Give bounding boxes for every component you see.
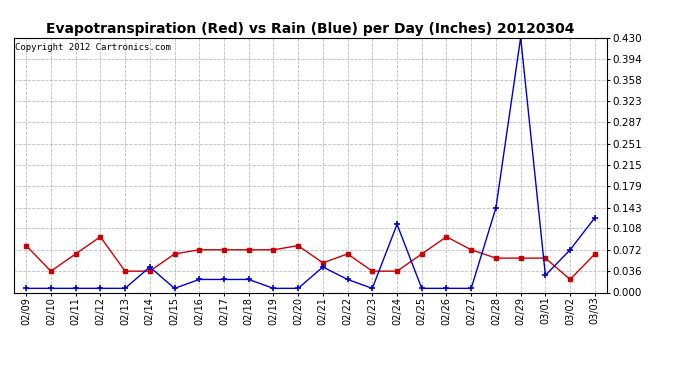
Title: Evapotranspiration (Red) vs Rain (Blue) per Day (Inches) 20120304: Evapotranspiration (Red) vs Rain (Blue) … bbox=[46, 22, 575, 36]
Text: Copyright 2012 Cartronics.com: Copyright 2012 Cartronics.com bbox=[15, 43, 171, 52]
